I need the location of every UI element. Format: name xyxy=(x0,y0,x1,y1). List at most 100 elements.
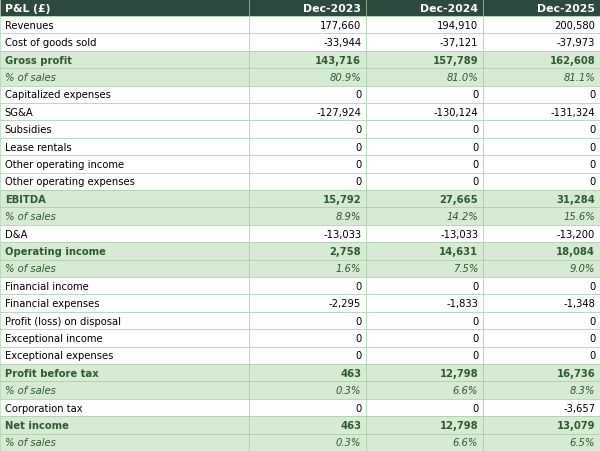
Text: Profit (loss) on disposal: Profit (loss) on disposal xyxy=(5,316,121,326)
Bar xyxy=(0,173,249,191)
Bar xyxy=(0,434,249,451)
Bar xyxy=(366,34,483,52)
Text: 0: 0 xyxy=(472,177,478,187)
Text: 0: 0 xyxy=(472,403,478,413)
Text: -13,033: -13,033 xyxy=(440,229,478,239)
Bar xyxy=(249,312,366,330)
Bar xyxy=(483,277,600,295)
Bar xyxy=(483,208,600,226)
Text: 0: 0 xyxy=(355,177,361,187)
Text: 81.0%: 81.0% xyxy=(446,73,478,83)
Bar xyxy=(366,0,483,17)
Bar xyxy=(483,382,600,399)
Bar xyxy=(249,416,366,434)
Bar xyxy=(366,226,483,243)
Bar xyxy=(249,121,366,138)
Bar xyxy=(249,347,366,364)
Text: 0: 0 xyxy=(472,90,478,100)
Bar xyxy=(483,260,600,277)
Text: Dec-2025: Dec-2025 xyxy=(538,4,595,14)
Bar xyxy=(366,330,483,347)
Bar xyxy=(483,312,600,330)
Text: 0: 0 xyxy=(355,281,361,291)
Bar xyxy=(0,17,249,34)
Bar xyxy=(483,416,600,434)
Text: 0: 0 xyxy=(355,350,361,360)
Text: 31,284: 31,284 xyxy=(556,194,595,204)
Text: 8.3%: 8.3% xyxy=(570,385,595,395)
Bar xyxy=(483,0,600,17)
Bar xyxy=(483,173,600,191)
Bar xyxy=(0,364,249,382)
Bar xyxy=(366,277,483,295)
Text: Lease rentals: Lease rentals xyxy=(5,142,71,152)
Text: 0: 0 xyxy=(472,160,478,170)
Text: 0: 0 xyxy=(589,90,595,100)
Text: 0: 0 xyxy=(472,142,478,152)
Bar xyxy=(366,399,483,416)
Bar xyxy=(366,312,483,330)
Bar xyxy=(249,69,366,87)
Bar xyxy=(483,226,600,243)
Text: SG&A: SG&A xyxy=(5,107,34,117)
Bar xyxy=(0,347,249,364)
Text: -1,348: -1,348 xyxy=(563,299,595,308)
Bar xyxy=(483,347,600,364)
Bar xyxy=(366,260,483,277)
Text: Cost of goods sold: Cost of goods sold xyxy=(5,38,96,48)
Bar xyxy=(366,364,483,382)
Bar xyxy=(0,34,249,52)
Text: -131,324: -131,324 xyxy=(551,107,595,117)
Text: 0: 0 xyxy=(355,125,361,135)
Bar xyxy=(366,69,483,87)
Bar xyxy=(249,34,366,52)
Text: 463: 463 xyxy=(340,420,361,430)
Text: 0: 0 xyxy=(589,281,595,291)
Text: Corporation tax: Corporation tax xyxy=(5,403,82,413)
Text: P&L (£): P&L (£) xyxy=(5,4,50,14)
Bar xyxy=(366,52,483,69)
Text: -2,295: -2,295 xyxy=(329,299,361,308)
Bar xyxy=(249,434,366,451)
Bar xyxy=(0,277,249,295)
Text: D&A: D&A xyxy=(5,229,28,239)
Bar xyxy=(483,295,600,312)
Bar xyxy=(483,156,600,173)
Text: Other operating expenses: Other operating expenses xyxy=(5,177,134,187)
Text: -127,924: -127,924 xyxy=(316,107,361,117)
Text: Net income: Net income xyxy=(5,420,68,430)
Bar xyxy=(249,208,366,226)
Text: 8.9%: 8.9% xyxy=(336,212,361,221)
Text: 0: 0 xyxy=(355,333,361,343)
Text: 15.6%: 15.6% xyxy=(563,212,595,221)
Bar xyxy=(483,17,600,34)
Text: Subsidies: Subsidies xyxy=(5,125,52,135)
Bar xyxy=(249,104,366,121)
Bar xyxy=(0,295,249,312)
Text: 2,758: 2,758 xyxy=(329,246,361,256)
Text: Exceptional expenses: Exceptional expenses xyxy=(5,350,113,360)
Bar xyxy=(366,295,483,312)
Bar xyxy=(249,173,366,191)
Text: Revenues: Revenues xyxy=(5,21,53,31)
Bar xyxy=(249,191,366,208)
Bar xyxy=(483,121,600,138)
Text: 80.9%: 80.9% xyxy=(329,73,361,83)
Text: 16,736: 16,736 xyxy=(556,368,595,378)
Text: 0: 0 xyxy=(472,350,478,360)
Text: Gross profit: Gross profit xyxy=(5,55,72,65)
Text: 0: 0 xyxy=(355,403,361,413)
Text: -33,944: -33,944 xyxy=(323,38,361,48)
Bar xyxy=(483,69,600,87)
Text: 81.1%: 81.1% xyxy=(563,73,595,83)
Text: 0: 0 xyxy=(589,316,595,326)
Bar xyxy=(483,87,600,104)
Text: 0: 0 xyxy=(472,316,478,326)
Text: 6.6%: 6.6% xyxy=(453,385,478,395)
Text: -37,121: -37,121 xyxy=(440,38,478,48)
Bar xyxy=(366,104,483,121)
Bar xyxy=(366,17,483,34)
Text: EBITDA: EBITDA xyxy=(5,194,46,204)
Bar xyxy=(366,173,483,191)
Bar xyxy=(0,0,249,17)
